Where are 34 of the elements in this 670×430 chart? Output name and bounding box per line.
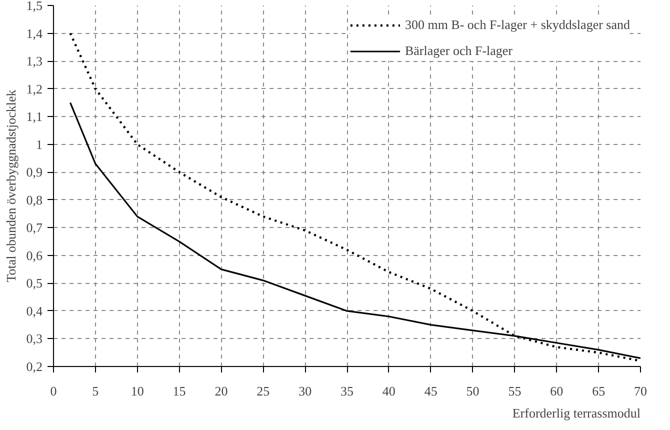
y-tick-label: 0,9 bbox=[26, 164, 42, 180]
y-tick-label: 0,3 bbox=[26, 331, 42, 346]
x-tick-label: 20 bbox=[214, 384, 228, 398]
y-tick-label: 0,4 bbox=[26, 303, 43, 318]
x-tick-label: 35 bbox=[340, 384, 354, 398]
y-tick-label: 0,6 bbox=[26, 248, 43, 263]
x-tick-label: 30 bbox=[298, 384, 312, 398]
y-axis-title: Total obunden överbyggnadstjocklek bbox=[3, 89, 18, 282]
x-tick-label: 50 bbox=[466, 384, 480, 398]
x-tick-label: 70 bbox=[634, 384, 647, 398]
x-tick-label: 0 bbox=[50, 384, 57, 398]
x-tick-label: 65 bbox=[592, 384, 606, 398]
y-tick-label: 1,3 bbox=[26, 54, 42, 69]
y-tick-label: 0,7 bbox=[26, 220, 43, 236]
x-tick-label: 10 bbox=[130, 384, 144, 398]
y-tick-label: 0,5 bbox=[26, 276, 42, 291]
x-tick-label: 45 bbox=[424, 384, 438, 398]
x-tick-label: 5 bbox=[92, 384, 99, 398]
legend-label: Bärlager och F-lager bbox=[404, 43, 513, 59]
y-tick-label: 1,1 bbox=[26, 109, 42, 124]
x-axis-title: Erforderlig terrassmodul bbox=[512, 406, 641, 420]
y-tick-label: 1,2 bbox=[26, 81, 42, 96]
line-series bbox=[69, 32, 640, 362]
legend-label: 300 mm B- och F-lager + skyddslager sand bbox=[404, 17, 630, 33]
x-tick-label: 40 bbox=[382, 384, 396, 398]
y-tick-label: 1,4 bbox=[26, 26, 43, 41]
y-tick-label: 0,8 bbox=[26, 192, 42, 208]
x-tick-label: 60 bbox=[550, 384, 564, 398]
x-tick-label: 25 bbox=[256, 384, 270, 398]
x-tick-label: 15 bbox=[172, 384, 186, 398]
x-tick-label: 55 bbox=[508, 384, 522, 398]
y-tick-label: 1 bbox=[36, 136, 42, 152]
y-tick-label: 1,5 bbox=[26, 0, 42, 13]
y-tick-label: 0,2 bbox=[26, 359, 42, 374]
